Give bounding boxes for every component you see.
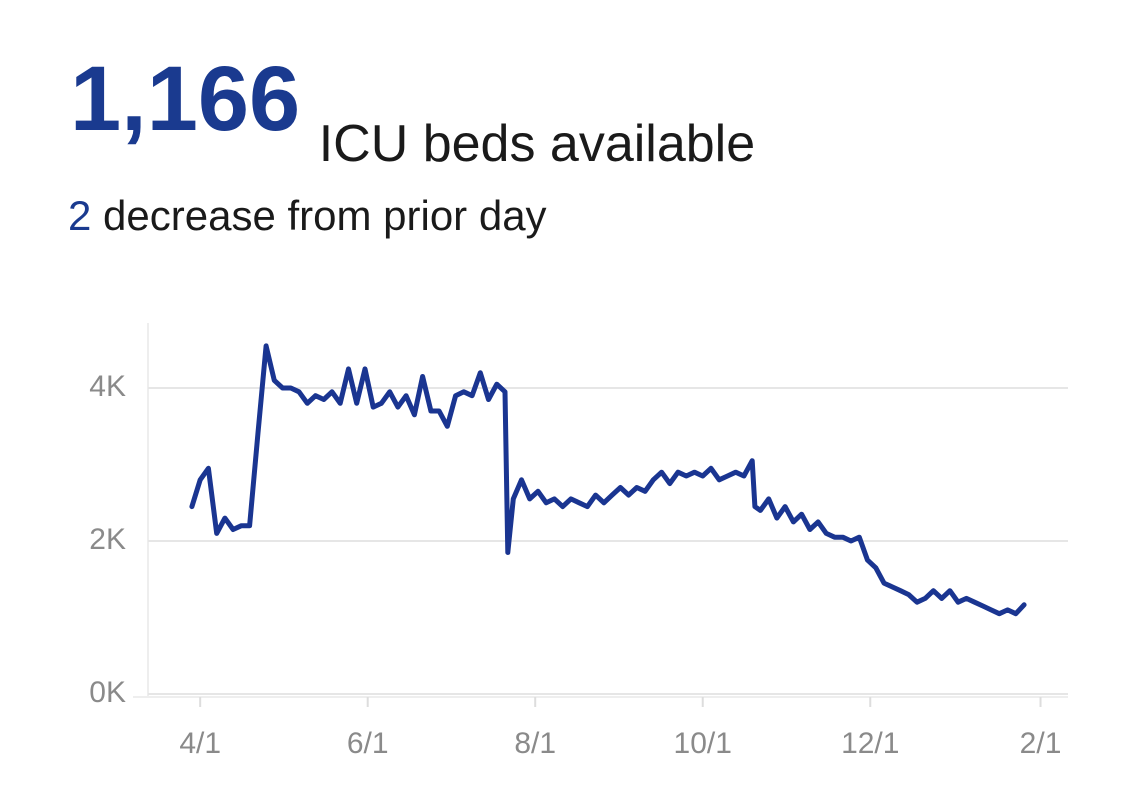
headline-label: ICU beds available bbox=[319, 115, 755, 173]
x-tick-label: 8/1 bbox=[514, 727, 556, 760]
y-tick-label: 2K bbox=[89, 523, 126, 556]
y-tick-label: 0K bbox=[89, 676, 126, 709]
y-tick-label: 4K bbox=[89, 370, 126, 403]
x-tick-label: 10/1 bbox=[674, 727, 732, 760]
x-tick-label: 2/1 bbox=[1020, 727, 1062, 760]
x-tick-label: 4/1 bbox=[179, 727, 221, 760]
change-label: decrease from prior day bbox=[103, 192, 547, 239]
x-tick-label: 12/1 bbox=[841, 727, 899, 760]
subtitle: 2 decrease from prior day bbox=[68, 192, 547, 239]
headline-value: 1,166 bbox=[70, 48, 300, 150]
change-value: 2 bbox=[68, 192, 91, 239]
data-line bbox=[189, 343, 1027, 617]
x-tick-label: 6/1 bbox=[347, 727, 389, 760]
headline: 1,166 ICU beds available bbox=[70, 48, 755, 173]
